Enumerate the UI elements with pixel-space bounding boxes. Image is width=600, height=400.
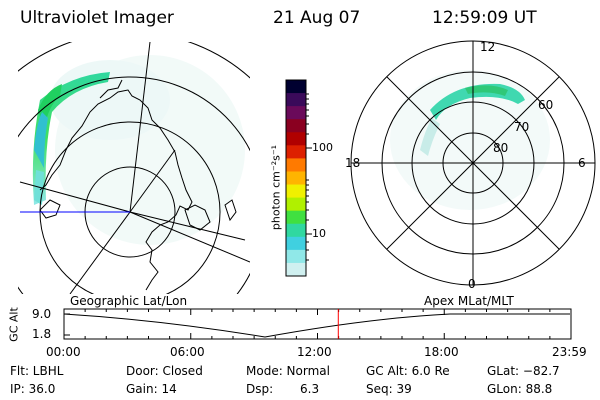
color-bar-band bbox=[286, 236, 306, 251]
colorbar-tick-100: 100 bbox=[312, 141, 333, 154]
coastline bbox=[39, 79, 237, 291]
mode-status: Mode: Normal bbox=[246, 364, 330, 378]
color-bar-band bbox=[286, 223, 306, 238]
color-bar-band bbox=[286, 249, 306, 264]
color-bar-band bbox=[286, 171, 306, 186]
color-bar-band bbox=[286, 158, 306, 172]
geographic-panel bbox=[18, 42, 250, 294]
apex-panel-label: Apex MLat/MLT bbox=[424, 294, 514, 308]
mlat-mlt-panel bbox=[350, 40, 596, 286]
x-tick-2359: 23:59 bbox=[552, 345, 587, 359]
geographic-longitude-status: GLon: 88.8 bbox=[487, 382, 553, 396]
color-bar-band bbox=[286, 132, 306, 146]
geographic-latitude-status: GLat: −82.7 bbox=[487, 364, 560, 378]
x-tick-1200: 12:00 bbox=[297, 345, 332, 359]
colorbar-unit-label: photon cm⁻²s⁻¹ bbox=[269, 144, 283, 231]
mlat-label-80: 80 bbox=[493, 141, 509, 155]
longitude-lines bbox=[19, 42, 250, 294]
x-tick-1800: 18:00 bbox=[424, 345, 459, 359]
ip-status: IP: 36.0 bbox=[10, 382, 56, 396]
time-label: 12:59:09 UT bbox=[432, 8, 537, 28]
color-bar-band bbox=[286, 80, 306, 94]
instrument-title: Ultraviolet Imager bbox=[20, 8, 174, 28]
door-status: Door: Closed bbox=[126, 364, 203, 378]
timeline-y-axis-label: GC Alt bbox=[7, 307, 21, 342]
altitude-timeline bbox=[63, 308, 572, 340]
x-tick-0600: 06:00 bbox=[170, 345, 205, 359]
gain-status: Gain: 14 bbox=[126, 382, 177, 396]
color-bar-band bbox=[286, 106, 306, 120]
color-bar-band bbox=[286, 184, 306, 199]
filter-status: Flt: LBHL bbox=[10, 364, 64, 378]
altitude-curve bbox=[63, 313, 570, 338]
color-bar-band bbox=[286, 197, 306, 212]
geographic-panel-label: Geographic Lat/Lon bbox=[70, 294, 188, 308]
sequence-status: Seq: 39 bbox=[366, 382, 412, 396]
dsp-status: Dsp: bbox=[246, 382, 274, 396]
dsp-value: 6.3 bbox=[300, 382, 320, 396]
color-bar-band bbox=[286, 93, 306, 107]
mlat-label-60: 60 bbox=[538, 98, 554, 112]
y-tick-1-8: 1.8 bbox=[32, 327, 52, 341]
gc-altitude-status: GC Alt: 6.0 Re bbox=[366, 364, 450, 378]
x-tick-0000: 00:00 bbox=[46, 345, 81, 359]
color-bar-ticks bbox=[306, 93, 312, 261]
y-tick-9: 9.0 bbox=[32, 307, 52, 321]
mlt-label-12: 12 bbox=[480, 40, 496, 54]
mlt-line-diag-2 bbox=[386, 76, 560, 250]
color-bar bbox=[286, 80, 306, 277]
color-bar-band bbox=[286, 119, 306, 133]
mlt-label-6: 6 bbox=[578, 156, 586, 170]
mlt-label-18: 18 bbox=[345, 156, 361, 170]
color-bar-band bbox=[286, 262, 306, 277]
color-bar-band bbox=[286, 210, 306, 225]
color-bar-frame bbox=[285, 79, 307, 277]
mlat-label-70: 70 bbox=[514, 120, 530, 134]
colorbar-tick-10: 10 bbox=[312, 227, 326, 240]
color-bar-band bbox=[286, 145, 306, 159]
date-label: 21 Aug 07 bbox=[273, 8, 361, 28]
mlt-label-0: 0 bbox=[468, 277, 476, 291]
